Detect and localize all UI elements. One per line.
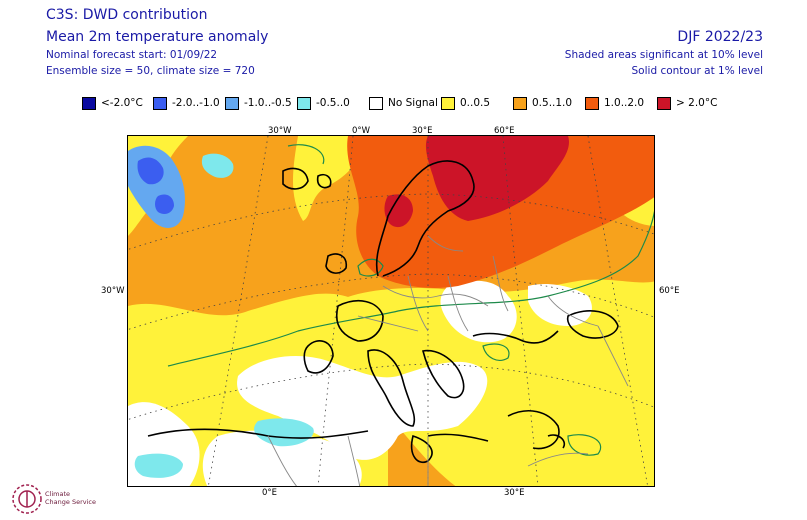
legend-swatch xyxy=(513,97,527,110)
axis-label-top: 0°W xyxy=(352,126,371,136)
anomaly-field-yellow xyxy=(293,136,361,221)
axis-label-bottom: 30°E xyxy=(504,488,525,498)
no-signal-area xyxy=(528,284,592,326)
legend-label: -1.0..-0.5 xyxy=(244,97,292,109)
anomaly-field-darkred xyxy=(425,136,569,221)
legend-label: -2.0..-1.0 xyxy=(172,97,220,109)
forecast-start: Nominal forecast start: 01/09/22 xyxy=(46,49,218,61)
legend-swatch xyxy=(441,97,455,110)
axis-label-bottom: 0°E xyxy=(262,488,278,498)
anomaly-field-cyan xyxy=(201,153,234,178)
legend-swatch xyxy=(297,97,311,110)
anomaly-field-darkred xyxy=(384,194,413,228)
legend-swatch xyxy=(585,97,599,110)
legend-swatch xyxy=(657,97,671,110)
no-signal-area xyxy=(237,356,488,460)
axis-label-left: 30°W xyxy=(101,286,125,296)
anomaly-map xyxy=(127,135,655,487)
significance-contour-note: Solid contour at 1% level xyxy=(631,65,763,77)
legend-swatch xyxy=(153,97,167,110)
axis-label-top: 60°E xyxy=(494,126,515,136)
anomaly-field-blue xyxy=(155,194,174,214)
legend-label: <-2.0°C xyxy=(101,97,143,109)
country-borders xyxy=(267,235,629,486)
logo-line-1: Climate xyxy=(45,490,71,498)
chart-subtitle: Mean 2m temperature anomaly xyxy=(46,29,269,45)
logo-emblem-icon xyxy=(12,484,42,514)
anomaly-field-cyan xyxy=(254,418,314,447)
significance-shaded-note: Shaded areas significant at 10% level xyxy=(564,49,763,61)
graticule xyxy=(128,136,654,486)
logo-line-2: Change Service xyxy=(45,498,96,506)
no-signal-area xyxy=(440,280,517,343)
legend-swatch xyxy=(369,97,383,110)
anomaly-field-blue xyxy=(137,157,164,185)
legend-swatch xyxy=(82,97,96,110)
legend-label: 1.0..2.0 xyxy=(604,97,645,109)
axis-label-right: 60°E xyxy=(659,286,680,296)
legend-label: -0.5..0 xyxy=(316,97,350,109)
anomaly-field-redorange xyxy=(347,136,654,288)
season-label: DJF 2022/23 xyxy=(677,29,763,45)
ensemble-size: Ensemble size = 50, climate size = 720 xyxy=(46,65,255,77)
legend-swatch xyxy=(225,97,239,110)
chart-title: C3S: DWD contribution xyxy=(46,7,208,23)
axis-label-top: 30°W xyxy=(268,126,292,136)
legend-label: No Signal xyxy=(388,97,438,109)
map-canvas xyxy=(128,136,654,486)
anomaly-field-cyan xyxy=(134,453,183,478)
coastlines xyxy=(147,160,619,463)
significance-contour xyxy=(167,144,654,456)
no-signal-area xyxy=(202,430,362,486)
legend-label: 0..0.5 xyxy=(460,97,491,109)
axis-label-top: 30°E xyxy=(412,126,433,136)
copernicus-logo: Climate Change Service xyxy=(10,480,120,520)
legend-label: > 2.0°C xyxy=(676,97,718,109)
legend-label: 0.5..1.0 xyxy=(532,97,573,109)
